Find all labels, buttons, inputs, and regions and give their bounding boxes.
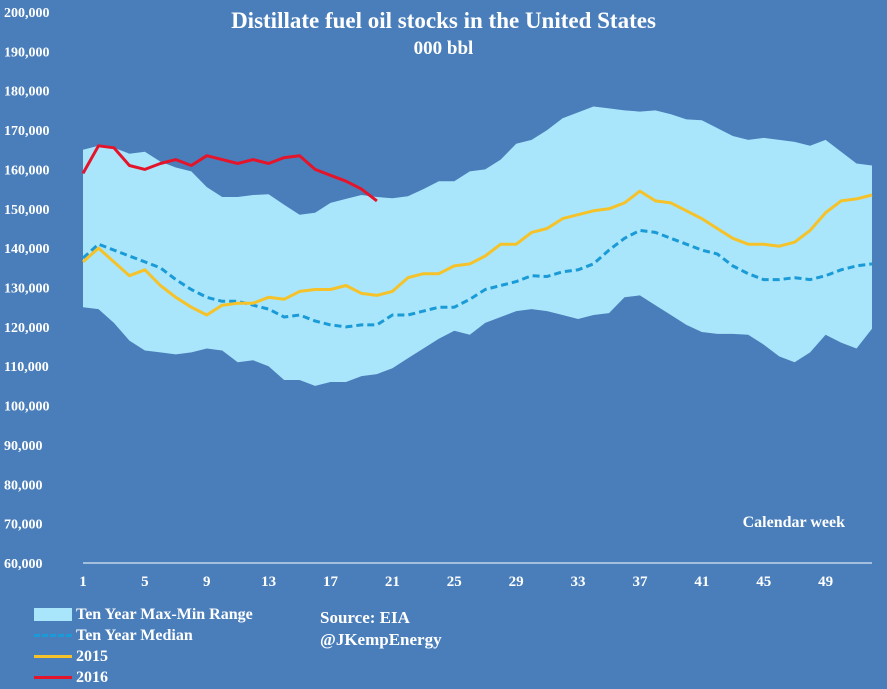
y-tick-label: 170,000 (4, 124, 50, 139)
x-tick-label: 17 (323, 574, 339, 590)
x-tick-label: 45 (756, 574, 771, 590)
x-tick-label: 49 (818, 574, 833, 590)
x-tick-label: 5 (141, 574, 149, 590)
y-tick-label: 150,000 (4, 203, 50, 218)
y-tick-label: 110,000 (4, 360, 49, 375)
y-tick-label: 160,000 (4, 163, 50, 178)
series-line-2016 (81, 144, 378, 203)
legend-item-2016: 2016 (34, 667, 253, 688)
legend-swatch-median (34, 629, 72, 642)
y-tick-label: 120,000 (4, 321, 50, 336)
legend-label-median: Ten Year Median (76, 627, 193, 644)
y-tick-label: 140,000 (4, 242, 50, 257)
x-tick-label: 41 (694, 574, 709, 590)
legend-swatch-2015 (34, 650, 72, 663)
y-tick-label: 180,000 (4, 85, 50, 100)
author-handle: @JKempEnergy (320, 630, 442, 649)
range-band (83, 106, 872, 386)
y-tick-label: 90,000 (4, 439, 43, 454)
legend-label-range: Ten Year Max-Min Range (76, 606, 253, 623)
x-tick-label: 33 (571, 574, 586, 590)
x-tick-label: 29 (509, 574, 524, 590)
y-tick-label: 80,000 (4, 478, 43, 493)
x-tick-label: 13 (261, 574, 276, 590)
series-line-2015 (82, 189, 873, 317)
legend-label-2015: 2015 (76, 648, 108, 665)
legend: Ten Year Max-Min Range Ten Year Median 2… (34, 604, 253, 688)
legend-swatch-range (34, 608, 72, 621)
legend-item-range: Ten Year Max-Min Range (34, 604, 253, 625)
x-axis-label: Calendar week (742, 514, 845, 531)
source-note: Source: EIA @JKempEnergy (320, 607, 442, 651)
x-tick-label: 25 (447, 574, 462, 590)
chart-subtitle: 000 bbl (413, 38, 474, 59)
plot-area: 60,00070,00080,00090,000100,000110,00012… (4, 6, 873, 590)
y-tick-label: 60,000 (4, 557, 43, 572)
y-tick-label: 190,000 (4, 45, 50, 60)
x-tick-label: 37 (632, 574, 648, 590)
legend-item-2015: 2015 (34, 646, 253, 667)
y-tick-label: 100,000 (4, 400, 50, 415)
y-tick-label: 200,000 (4, 6, 50, 21)
x-tick-label: 21 (385, 574, 400, 590)
x-tick-label: 9 (203, 574, 211, 590)
legend-item-median: Ten Year Median (34, 625, 253, 646)
y-tick-label: 130,000 (4, 282, 50, 297)
chart-title: Distillate fuel oil stocks in the United… (231, 8, 656, 33)
legend-label-2016: 2016 (76, 669, 108, 686)
y-tick-label: 70,000 (4, 518, 43, 533)
x-tick-label: 1 (79, 574, 87, 590)
source-text: Source: EIA (320, 608, 410, 627)
legend-swatch-2016 (34, 671, 72, 684)
